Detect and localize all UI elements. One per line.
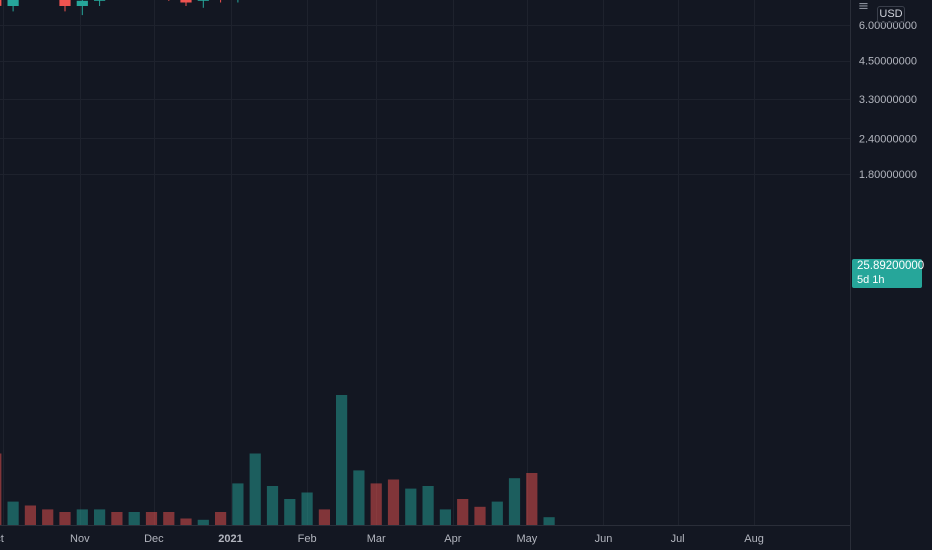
last-price-badge: 25.89200000 5d 1h (852, 259, 925, 288)
volume-bar (145, 512, 158, 525)
time-axis-bg (0, 525, 850, 550)
volume-bar (163, 512, 175, 525)
volume-bar (128, 512, 140, 525)
volume-bars (0, 395, 555, 525)
candle (59, 0, 71, 12)
time-tick-label: Feb (298, 533, 317, 545)
volume-bar (301, 492, 313, 525)
price-tick-label: 6.00000000 (859, 20, 917, 32)
volume-bar (215, 512, 227, 525)
volume-bar (111, 512, 123, 525)
candle-body (180, 0, 192, 3)
time-tick-label: Nov (70, 533, 90, 545)
volume-bar (370, 483, 382, 525)
price-tick-label: 4.50000000 (859, 56, 917, 68)
volume-bar (491, 501, 503, 525)
volume-bar (336, 395, 348, 525)
time-tick-label: 2021 (218, 533, 242, 545)
candle-body (94, 0, 106, 1)
volume-bar (457, 499, 469, 525)
time-tick-label: Oct (0, 533, 4, 545)
last-price-value: 25.89200000 (857, 260, 925, 272)
candle (180, 0, 192, 6)
volume-bar (7, 501, 19, 525)
volume-bar (180, 518, 192, 525)
volume-bar (76, 509, 88, 525)
candle (94, 0, 106, 6)
volume-bar (543, 517, 555, 525)
grid (0, 0, 850, 525)
scale-menu-icon[interactable]: ≡ (858, 0, 869, 14)
time-tick-label: Mar (367, 533, 386, 545)
volume-bar (249, 453, 261, 525)
volume-bar (24, 505, 36, 525)
currency-badge[interactable]: USD (877, 6, 905, 23)
volume-bar (42, 509, 54, 525)
time-axis: Oct Nov Dec 2021 Feb Mar Apr May Jun Jul Aug (0, 525, 850, 550)
volume-bar (439, 509, 451, 525)
volume-bar (526, 473, 538, 525)
volume-bar (405, 488, 417, 525)
volume-bar (474, 506, 486, 525)
candle-body (0, 0, 2, 6)
time-tick-label: May (517, 533, 538, 545)
bar-countdown: 5d 1h (857, 274, 885, 286)
time-tick-label: Jun (595, 533, 613, 545)
volume-bar (266, 486, 279, 525)
time-tick-label: Dec (144, 533, 164, 545)
candle (0, 0, 2, 6)
candle (197, 0, 209, 8)
volume-bar (508, 478, 521, 525)
candle (76, 0, 88, 16)
price-tick-label: 2.40000000 (859, 133, 917, 145)
time-tick-label: Jul (671, 533, 685, 545)
volume-bar (232, 483, 244, 525)
volume-bar (353, 470, 365, 525)
time-tick-label: Apr (444, 533, 461, 545)
volume-bar (387, 479, 400, 525)
volume-bar (318, 509, 330, 525)
volume-bar (197, 519, 209, 525)
volume-bar (422, 486, 434, 525)
candles (0, 0, 239, 16)
candle-body (59, 0, 71, 6)
candle (7, 0, 19, 12)
volume-bar (284, 499, 296, 525)
time-tick-label: Aug (744, 533, 764, 545)
volume-bar (94, 509, 106, 525)
candle-body (76, 0, 88, 6)
candle-body (197, 0, 209, 1)
price-tick-label: 3.30000000 (859, 94, 917, 106)
candle-body (7, 0, 19, 6)
volume-bar (0, 453, 2, 525)
price-tick-label: 1.80000000 (859, 169, 917, 181)
volume-bar (59, 512, 71, 525)
